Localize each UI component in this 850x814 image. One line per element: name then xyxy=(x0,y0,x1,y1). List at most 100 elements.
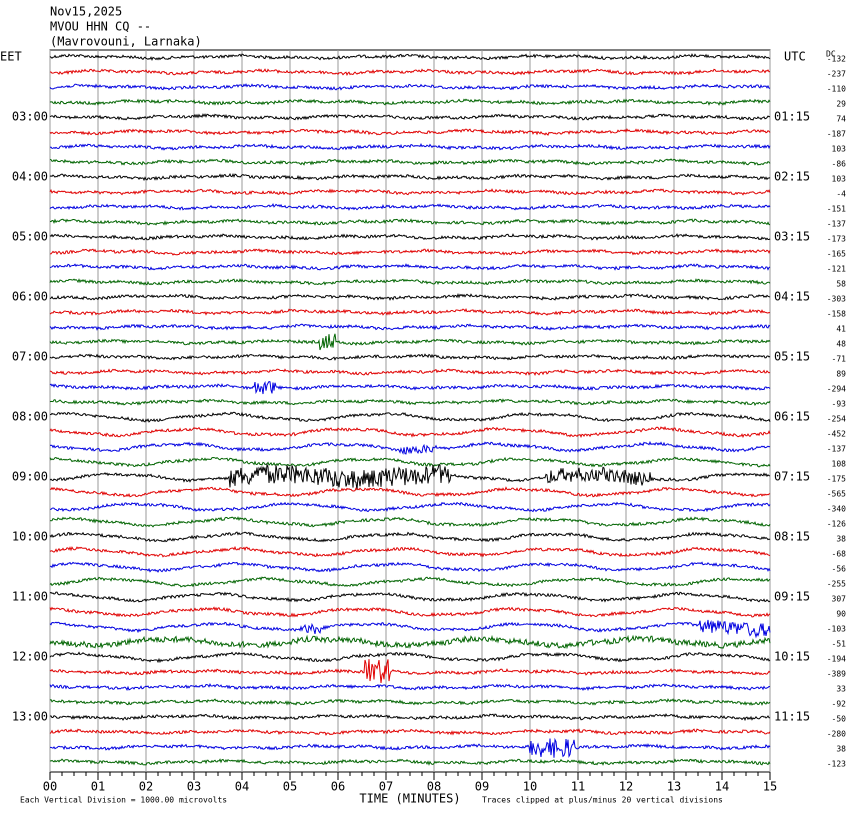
dc-value: -103 xyxy=(827,625,846,634)
trace xyxy=(49,398,771,407)
x-tick-label: 09 xyxy=(475,780,489,794)
x-tick-label: 15 xyxy=(763,780,777,794)
trace xyxy=(49,426,771,439)
dc-value: 108 xyxy=(832,460,847,469)
trace xyxy=(49,83,771,91)
date: Nov15,2025 xyxy=(50,5,122,19)
x-tick-label: 08 xyxy=(427,780,441,794)
dc-value: 29 xyxy=(836,100,846,109)
right-time: 08:15 xyxy=(774,530,810,544)
trace xyxy=(49,683,771,692)
trace xyxy=(50,737,771,759)
dc-value: -4 xyxy=(836,190,846,199)
dc-value: 89 xyxy=(836,370,846,379)
right-label: UTC xyxy=(784,50,806,64)
right-time: 02:15 xyxy=(774,170,810,184)
trace xyxy=(49,516,771,528)
right-time: 11:15 xyxy=(774,710,810,724)
trace xyxy=(49,576,771,588)
right-time: 01:15 xyxy=(774,110,810,124)
dc-value: -303 xyxy=(827,295,846,304)
left-time: 12:00 xyxy=(12,650,48,664)
trace xyxy=(49,531,771,543)
right-time: 03:15 xyxy=(774,230,810,244)
dc-value: -68 xyxy=(832,550,847,559)
dc-value: -158 xyxy=(827,310,846,319)
trace xyxy=(49,591,771,603)
dc-value: 38 xyxy=(836,745,846,754)
location: (Mavrovouni, Larnaka) xyxy=(50,35,202,49)
trace xyxy=(49,173,771,182)
trace xyxy=(49,411,771,423)
dc-label: DC xyxy=(826,50,836,59)
dc-value: 48 xyxy=(836,340,846,349)
dc-value: -565 xyxy=(827,490,846,499)
right-time: 07:15 xyxy=(774,470,810,484)
dc-value: -237 xyxy=(827,70,846,79)
trace xyxy=(49,98,771,106)
dc-value: -254 xyxy=(827,415,846,424)
left-time: 03:00 xyxy=(12,110,48,124)
dc-value: -175 xyxy=(827,475,846,484)
trace xyxy=(49,233,771,241)
dc-value: -71 xyxy=(832,355,847,364)
dc-value: -452 xyxy=(827,430,846,439)
dc-value: -92 xyxy=(832,700,847,709)
trace xyxy=(49,486,771,498)
left-time: 07:00 xyxy=(12,350,48,364)
trace xyxy=(49,713,771,722)
dc-value: 58 xyxy=(836,280,846,289)
trace xyxy=(49,634,771,650)
trace xyxy=(49,353,771,361)
right-time: 05:15 xyxy=(774,350,810,364)
x-tick-label: 11 xyxy=(571,780,585,794)
dc-value: -132 xyxy=(827,55,846,64)
x-tick-label: 01 xyxy=(91,780,105,794)
footer-left: Each Vertical Division = 1000.00 microvo… xyxy=(20,796,227,805)
dc-value: -137 xyxy=(827,445,846,454)
trace xyxy=(49,128,771,136)
x-tick-label: 10 xyxy=(523,780,537,794)
trace xyxy=(49,381,771,395)
trace xyxy=(49,440,771,455)
dc-value: 307 xyxy=(832,595,847,604)
plot-frame xyxy=(49,49,771,773)
trace xyxy=(49,188,771,196)
trace xyxy=(49,68,771,76)
dc-value: 33 xyxy=(836,685,846,694)
x-tick-label: 13 xyxy=(667,780,681,794)
right-time: 09:15 xyxy=(774,590,810,604)
x-tick-label: 05 xyxy=(283,780,297,794)
x-tick-label: 12 xyxy=(619,780,633,794)
dc-value: 74 xyxy=(836,115,846,124)
left-time: 06:00 xyxy=(12,290,48,304)
x-tick-label: 07 xyxy=(379,780,393,794)
dc-value: -137 xyxy=(827,220,846,229)
trace xyxy=(49,462,771,491)
trace xyxy=(49,659,771,683)
dc-value: -294 xyxy=(827,385,846,394)
x-tick-label: 06 xyxy=(331,780,345,794)
dc-value: -126 xyxy=(827,520,846,529)
x-tick-label: 14 xyxy=(715,780,729,794)
trace xyxy=(49,758,771,766)
trace xyxy=(49,263,771,271)
dc-value: -121 xyxy=(827,265,846,274)
dc-value: 41 xyxy=(836,325,846,334)
trace xyxy=(49,456,771,468)
dc-value: -56 xyxy=(832,565,847,574)
x-tick-label: 00 xyxy=(43,780,57,794)
dc-value: -123 xyxy=(827,760,846,769)
trace xyxy=(49,651,771,664)
trace xyxy=(49,619,771,639)
trace xyxy=(49,248,771,256)
trace xyxy=(49,307,771,316)
trace xyxy=(49,698,771,706)
left-time: 13:00 xyxy=(12,710,48,724)
right-time: 10:15 xyxy=(774,650,810,664)
dc-value: -165 xyxy=(827,250,846,259)
dc-value: -173 xyxy=(827,235,846,244)
trace xyxy=(49,278,771,286)
dc-value: -187 xyxy=(827,130,846,139)
trace xyxy=(49,368,771,376)
